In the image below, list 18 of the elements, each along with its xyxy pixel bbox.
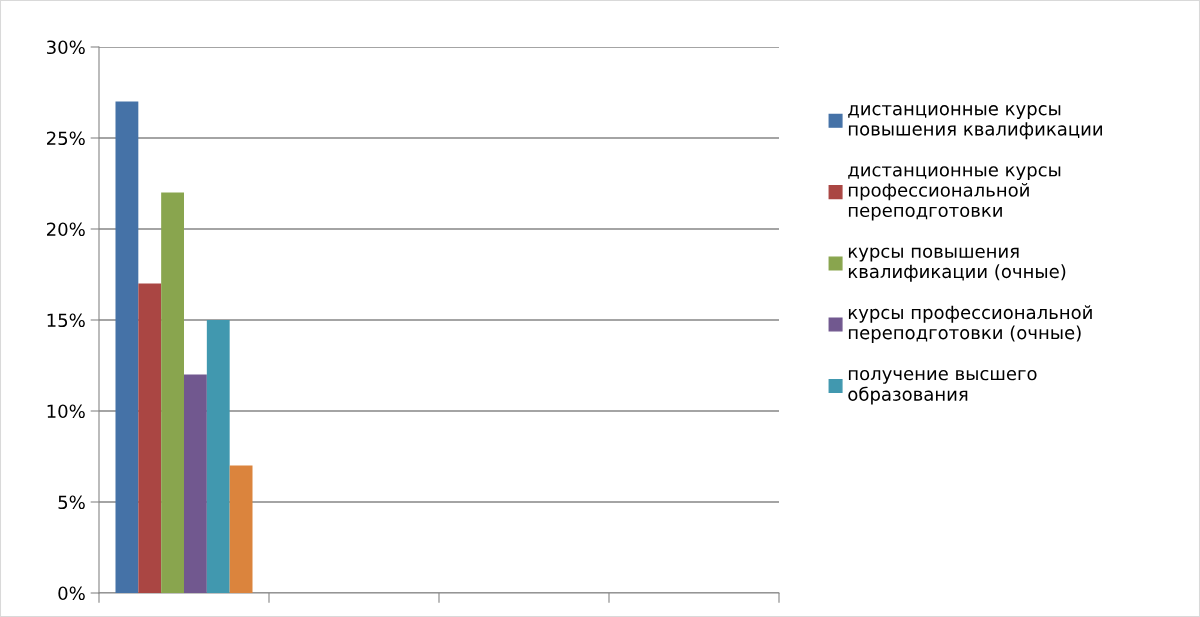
legend-label: курсы профессиональной переподготовки (очные)	[848, 305, 1092, 343]
bar	[206, 320, 230, 593]
y-tick-label: 15%	[47, 313, 85, 328]
legend-label: дистанционные курсы профессиональной переподготовки	[848, 166, 1061, 221]
y-tick-label: 25%	[47, 131, 85, 146]
bar	[184, 374, 207, 593]
y-tick-label: 0%	[58, 586, 85, 601]
bar	[229, 465, 253, 593]
y-tick-label: 30%	[47, 40, 85, 55]
bar	[115, 101, 139, 593]
y-tick-label: 20%	[47, 222, 85, 237]
legend-label: курсы повышения квалификации (очные)	[848, 247, 1066, 282]
bar	[161, 192, 184, 593]
y-tick-label: 5%	[58, 495, 85, 510]
legend-label: дистанционные курсы повышения квалификации	[848, 105, 1102, 140]
bar	[138, 283, 162, 593]
legend-label: получение высшего образования	[848, 369, 1037, 405]
y-tick-label: 10%	[47, 404, 85, 419]
